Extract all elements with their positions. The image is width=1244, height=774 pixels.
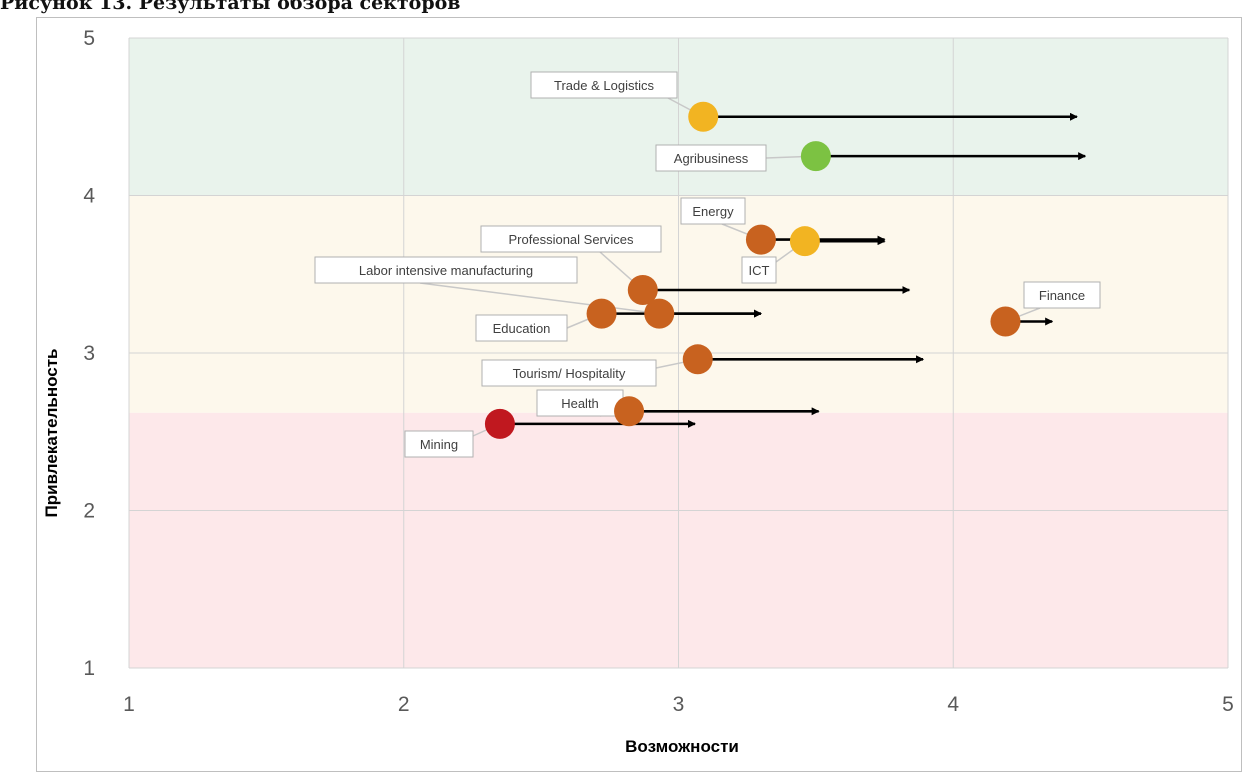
y-axis-title: Привлекательность — [42, 349, 61, 518]
x-tick-label-5: 5 — [1222, 693, 1234, 716]
label-box-trade-logistics — [530, 71, 678, 99]
y-tick-label-5: 5 — [83, 27, 95, 50]
x-axis-title: Возможности — [625, 737, 739, 756]
chart-frame — [36, 17, 1242, 772]
label-health: Health — [561, 396, 599, 411]
label-agribusiness: Agribusiness — [674, 151, 749, 166]
y-tick-label-1: 1 — [83, 657, 95, 680]
point-health — [614, 396, 645, 427]
label-box-labor-intensive-manufacturing — [314, 256, 578, 284]
x-tick-label-3: 3 — [673, 693, 685, 716]
point-agribusiness — [800, 141, 831, 172]
point-education — [586, 298, 617, 329]
point-labor-intensive-manufacturing — [644, 298, 675, 329]
point-finance — [990, 306, 1021, 337]
x-tick-label-4: 4 — [947, 693, 959, 716]
y-tick-label-3: 3 — [83, 342, 95, 365]
label-box-finance — [1023, 281, 1101, 309]
y-tick-label-2: 2 — [83, 500, 95, 523]
label-box-agribusiness — [655, 144, 767, 172]
label-tourism-hospitality: Tourism/ Hospitality — [513, 366, 626, 381]
label-box-education — [475, 314, 568, 342]
point-series — [484, 101, 1021, 439]
label-box-mining — [404, 430, 474, 458]
label-box-health — [536, 389, 624, 417]
point-labels: Trade & Logistics Agribusiness Energy ICT Pr… — [314, 71, 1101, 458]
label-labor-intensive-manufacturing: Labor intensive manufacturing — [359, 263, 533, 278]
label-trade-logistics: Trade & Logistics — [554, 78, 654, 93]
label-mining: Mining — [420, 437, 458, 452]
x-tick-labels: 1 2 3 4 5 — [123, 693, 1234, 716]
label-ict: ICT — [749, 263, 770, 278]
point-mining — [484, 408, 515, 439]
x-tick-label-2: 2 — [398, 693, 410, 716]
grid-lines — [128, 37, 1229, 669]
label-box-tourism-hospitality — [481, 359, 657, 387]
y-tick-labels: 1 2 3 4 5 — [83, 27, 95, 680]
point-professional-services — [627, 275, 658, 305]
label-professional-services: Professional Services — [509, 232, 634, 247]
y-tick-label-4: 4 — [83, 185, 95, 208]
x-tick-label-1: 1 — [123, 693, 135, 716]
arrow-series — [499, 112, 1087, 428]
figure-caption: Рисунок 13. Результаты обзора секторов — [0, 0, 461, 14]
point-energy — [745, 224, 776, 255]
label-box-ict — [741, 256, 777, 284]
label-box-energy — [680, 197, 746, 225]
label-education: Education — [493, 321, 551, 336]
point-trade-logistics — [688, 101, 719, 132]
leader-labor-intensive-manufacturing — [419, 282, 660, 315]
label-energy: Energy — [692, 204, 734, 219]
label-finance: Finance — [1039, 288, 1085, 303]
label-box-professional-services — [480, 225, 662, 253]
point-tourism-hospitality — [682, 344, 713, 375]
point-ict — [789, 226, 820, 257]
